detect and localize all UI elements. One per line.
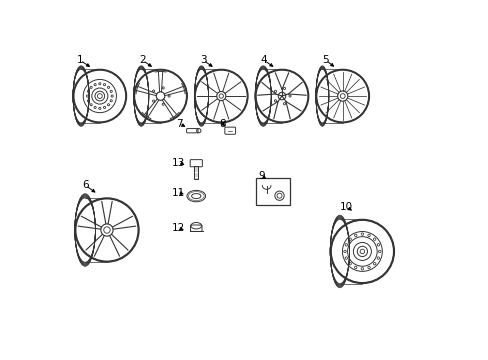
Text: 2: 2 (139, 55, 146, 65)
Text: 6: 6 (82, 180, 89, 190)
Text: 7: 7 (176, 118, 183, 129)
Bar (256, 178, 289, 205)
Text: 12: 12 (171, 223, 184, 233)
Text: 3: 3 (200, 55, 206, 65)
Text: 5: 5 (322, 55, 328, 65)
Text: 1: 1 (77, 55, 83, 65)
Bar (194, 166, 198, 179)
Text: 4: 4 (260, 55, 267, 65)
Text: 9: 9 (258, 171, 264, 181)
Text: 10: 10 (339, 202, 352, 212)
Text: 13: 13 (171, 158, 184, 168)
Text: 8: 8 (219, 118, 225, 129)
Text: 11: 11 (171, 188, 184, 198)
